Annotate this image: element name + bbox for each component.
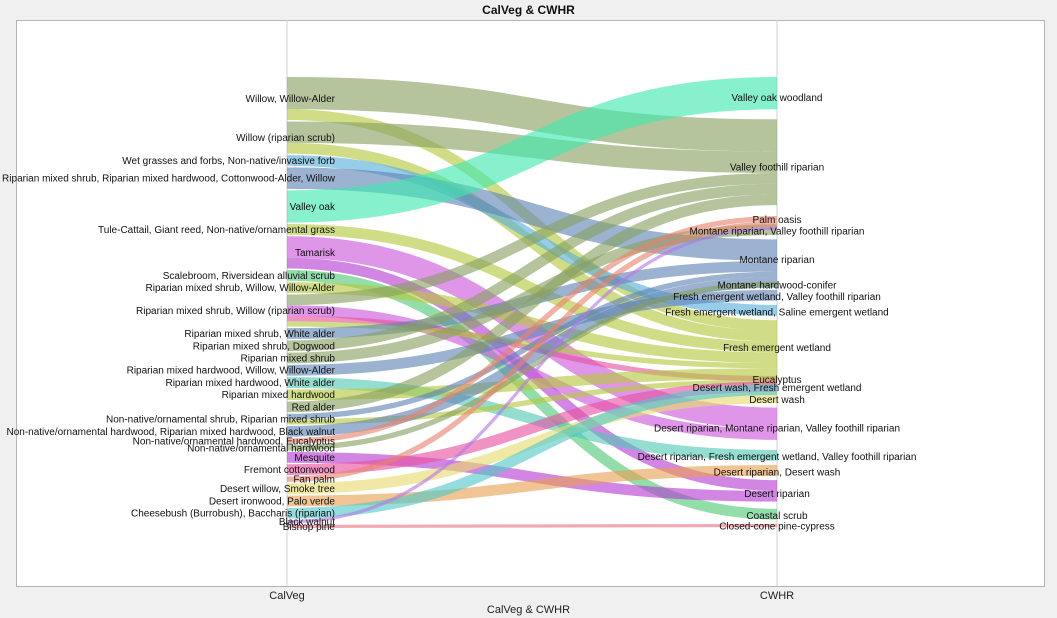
flow-band[interactable] (286, 271, 778, 420)
chart-title: CalVeg & CWHR (482, 3, 575, 17)
calveg-node-label: Riparian mixed hardwood (222, 390, 335, 401)
cwhr-node-label: Desert riparian, Fresh emergent wetland,… (638, 452, 917, 463)
calveg-node-label: Bishop pine (283, 522, 336, 533)
cwhr-node-label: Montane riparian (739, 255, 814, 266)
cwhr-node-label: Eucalyptus (753, 375, 802, 386)
cwhr-node-label: Closed-cone pine-cypress (719, 521, 835, 532)
cwhr-node-label: Valley foothill riparian (730, 162, 824, 173)
calveg-node-label: Riparian mixed shrub, Willow, Willow-Ald… (146, 283, 336, 294)
flow-band[interactable] (286, 377, 778, 461)
calveg-node-label: Tamarisk (295, 248, 336, 259)
calveg-node-label: Riparian mixed hardwood, Willow, Willow-… (127, 366, 336, 377)
axis-label-cwhr: CWHR (759, 590, 795, 602)
flow-band[interactable] (286, 167, 778, 261)
flow-band[interactable] (286, 215, 778, 444)
cwhr-node-label: Fresh emergent wetland (723, 343, 831, 354)
calveg-node-label: Riparian mixed shrub (241, 354, 336, 365)
flow-band[interactable] (286, 221, 778, 482)
cwhr-node-label: Fresh emergent wetland, Valley foothill … (673, 292, 881, 303)
flow-band[interactable] (286, 77, 778, 152)
calveg-node-label: Riparian mixed shrub, Dogwood (193, 341, 335, 352)
calveg-node-label: Wet grasses and forbs, Non-native/invasi… (122, 156, 335, 167)
calveg-node-label: Non-native/ornamental hardwood, Eucalypt… (133, 436, 335, 447)
flow-band[interactable] (286, 276, 778, 437)
flow-band[interactable] (286, 523, 778, 529)
x-axis-title: CalVeg & CWHR (486, 604, 571, 616)
cwhr-node-label: Palm oasis (753, 215, 802, 226)
flow-band[interactable] (286, 452, 778, 502)
calveg-node-label: Red alder (292, 402, 336, 413)
calveg-node-label: Riparian mixed shrub, Willow (riparian s… (136, 306, 335, 317)
cwhr-node-label: Montane riparian, Valley foothill ripari… (690, 227, 865, 238)
cwhr-node-label: Coastal scrub (746, 511, 808, 522)
calveg-node-label: Non-native/ornamental shrub, Riparian mi… (106, 415, 335, 426)
calveg-node-label: Fremont cottonwood (244, 465, 335, 476)
cwhr-node-label: Valley oak woodland (732, 93, 823, 104)
cwhr-node-label: Desert wash, Fresh emergent wetland (693, 383, 862, 394)
cwhr-node-label: Desert wash (749, 395, 805, 406)
calveg-node-label: Scalebroom, Riversidean alluvial scrub (163, 271, 336, 282)
calveg-node-label: Black walnut (279, 517, 335, 528)
calveg-node-label: Non-native/ornamental hardwood, Riparian… (6, 427, 335, 438)
calveg-node-label: Mesquite (294, 453, 335, 464)
flow-band[interactable] (286, 465, 778, 507)
cwhr-node-label: Desert riparian, Desert wash (714, 467, 841, 478)
flow-band[interactable] (286, 183, 778, 352)
flow-band[interactable] (286, 226, 778, 524)
flow-band[interactable] (286, 392, 778, 495)
cwhr-node-label: Desert riparian, Montane riparian, Valle… (654, 424, 900, 435)
calveg-node-label: Water birch, Riparian mixed shrub, Ripar… (0, 174, 336, 185)
calveg-node-label: Desert willow, Smoke tree (220, 484, 335, 495)
axis-label-calveg: CalVeg (269, 590, 305, 602)
flow-band[interactable] (286, 281, 778, 451)
cwhr-node-label: Desert riparian (744, 489, 810, 500)
cwhr-node-label: Fresh emergent wetland, Saline emergent … (665, 307, 888, 318)
cwhr-node-label: Montane hardwood-conifer (718, 281, 838, 292)
calveg-node-label: Riparian mixed hardwood, White alder (165, 378, 335, 389)
calveg-node-label: Riparian mixed shrub, White alder (184, 329, 335, 340)
calveg-node-label: Tule-Cattail, Giant reed, Non-native/orn… (98, 225, 335, 236)
calveg-node-label: Willow, Willow-Alder (246, 94, 336, 105)
flow-band[interactable] (286, 77, 778, 223)
calveg-node-label: Willow (riparian scrub) (236, 133, 335, 144)
flow-band[interactable] (286, 194, 778, 413)
calveg-node-label: Fan palm (293, 475, 335, 486)
calveg-node-label: Non-native/ornamental hardwood (187, 443, 335, 454)
calveg-node-label: Cheesebush (Burrobush), Baccharis (ripar… (131, 509, 335, 520)
calveg-node-label: Valley oak (290, 202, 336, 213)
flow-band[interactable] (286, 172, 778, 306)
calveg-node-label: Desert ironwood, Palo verde (209, 496, 336, 507)
